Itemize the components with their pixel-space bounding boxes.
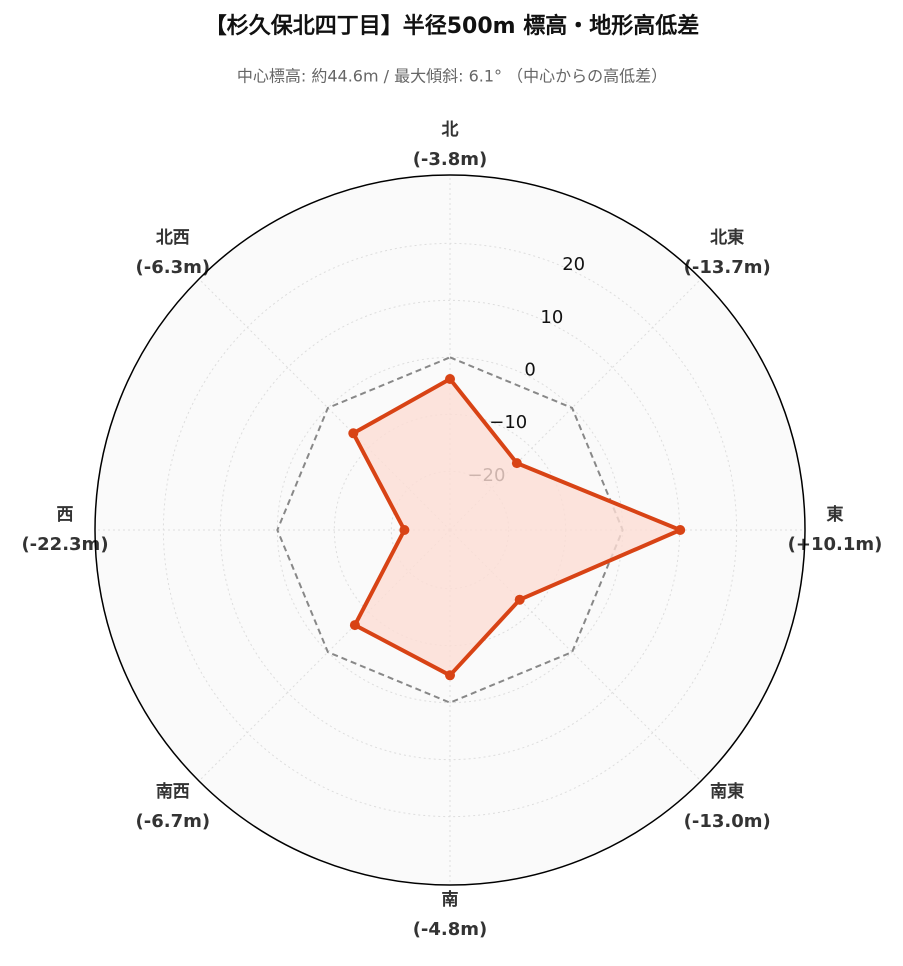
data-point [348, 428, 359, 439]
value-label: (-22.3m) [21, 534, 108, 555]
category-label: 北 [442, 120, 459, 140]
category-label: 北東 [710, 227, 744, 248]
data-point [514, 594, 525, 605]
reference-line [276, 356, 624, 704]
category-label: 南東 [710, 781, 744, 802]
category-label: 西 [57, 505, 74, 525]
value-label: (-13.7m) [684, 257, 771, 278]
value-label: (-6.7m) [136, 811, 211, 832]
value-label: (-3.8m) [413, 149, 488, 170]
grid-spoke [449, 529, 702, 782]
value-label: (-4.8m) [413, 919, 488, 940]
data-point [445, 373, 455, 384]
data-point [675, 525, 686, 535]
data-point [445, 670, 455, 681]
r-tick-label: −10 [489, 412, 527, 433]
r-tick-label: 10 [540, 307, 563, 328]
chart-subtitle: 中心標高: 約44.6m / 最大傾斜: 6.1° （中心からの高低差） [237, 67, 667, 86]
r-tick-label: 0 [524, 359, 535, 380]
r-tick-label: 20 [562, 254, 585, 275]
value-label: (-13.0m) [684, 811, 771, 832]
value-label: (-6.3m) [136, 257, 211, 278]
grid-spoke [198, 529, 451, 782]
data-point [399, 525, 410, 535]
category-label: 南西 [156, 781, 190, 802]
category-label: 東 [827, 504, 844, 525]
category-label: 北西 [156, 228, 190, 248]
chart-title: 【杉久保北四丁目】半径500m 標高・地形高低差 [205, 13, 700, 39]
data-point [511, 458, 522, 469]
grid-spoke [198, 278, 451, 531]
category-label: 南 [442, 889, 459, 910]
data-point [349, 620, 360, 631]
value-label: (+10.1m) [788, 534, 883, 555]
plot-border [94, 174, 806, 886]
grid-spoke [449, 278, 702, 531]
